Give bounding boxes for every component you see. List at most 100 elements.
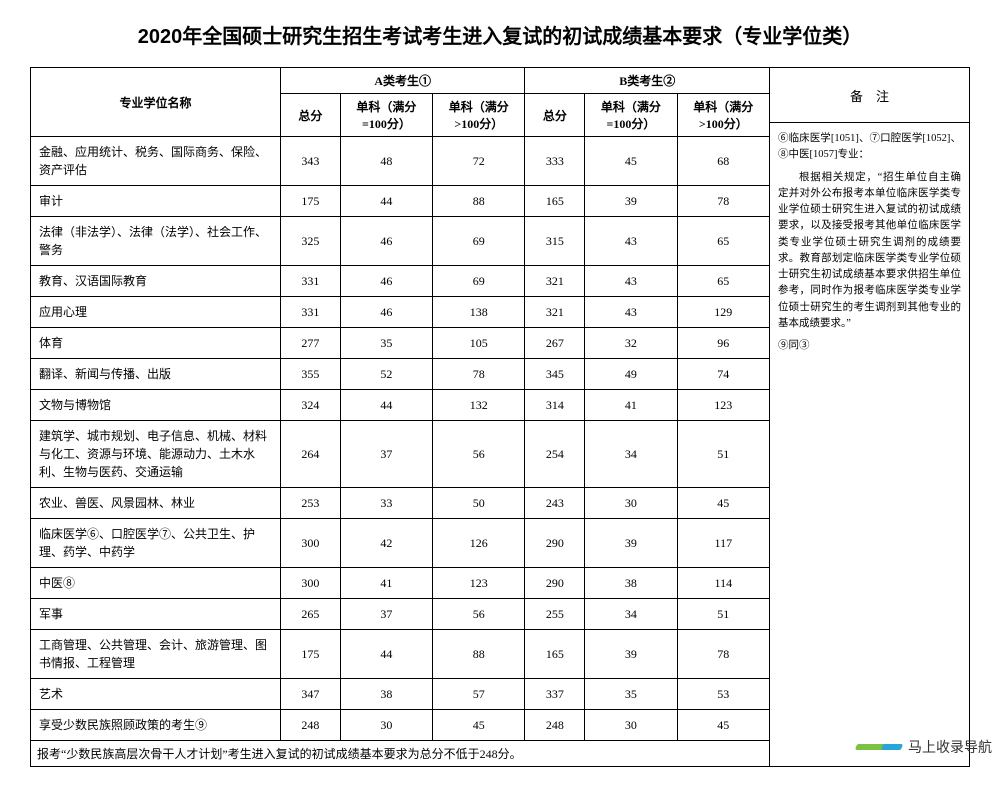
cell-b-total: 290 [525, 519, 585, 568]
cell-a-s1: 33 [340, 488, 432, 519]
content-wrap: 专业学位名称 A类考生① B类考生② 总分 单科（满分=100分） 单科（满分>… [30, 67, 970, 767]
cell-a-total: 347 [280, 679, 340, 710]
cell-a-s2: 72 [433, 137, 525, 186]
cell-b-total: 290 [525, 568, 585, 599]
cell-a-total: 175 [280, 630, 340, 679]
cell-a-s1: 41 [340, 568, 432, 599]
cell-a-s1: 46 [340, 217, 432, 266]
cell-a-total: 277 [280, 328, 340, 359]
cell-name: 军事 [31, 599, 281, 630]
cell-b-s1: 30 [585, 710, 677, 741]
cell-name: 农业、兽医、风景园林、林业 [31, 488, 281, 519]
cell-name: 教育、汉语国际教育 [31, 266, 281, 297]
col-header-a-s1: 单科（满分=100分） [340, 94, 432, 137]
cell-b-total: 165 [525, 630, 585, 679]
notes-text: 根据相关规定，“招生单位自主确定并对外公布报考本单位临床医学类专业学位硕士研究生… [778, 170, 961, 333]
cell-b-s1: 39 [585, 519, 677, 568]
cell-b-s1: 39 [585, 630, 677, 679]
notes-body: ⑥临床医学[1051]、⑦口腔医学[1052]、⑧中医[1057]专业： 根据相… [770, 123, 969, 368]
cell-b-total: 315 [525, 217, 585, 266]
cell-a-s2: 132 [433, 390, 525, 421]
table-row: 艺术34738573373553 [31, 679, 770, 710]
cell-b-s1: 43 [585, 217, 677, 266]
watermark: 马上收录导航 [856, 737, 992, 757]
cell-b-total: 337 [525, 679, 585, 710]
cell-b-total: 333 [525, 137, 585, 186]
cell-b-total: 254 [525, 421, 585, 488]
cell-b-s1: 43 [585, 266, 677, 297]
cell-name: 享受少数民族照顾政策的考生⑨ [31, 710, 281, 741]
cell-b-s2: 51 [677, 421, 769, 488]
cell-b-s1: 30 [585, 488, 677, 519]
cell-name: 金融、应用统计、税务、国际商务、保险、资产评估 [31, 137, 281, 186]
table-row: 建筑学、城市规划、电子信息、机械、材料与化工、资源与环境、能源动力、土木水利、生… [31, 421, 770, 488]
cell-b-s2: 78 [677, 186, 769, 217]
cell-b-s1: 38 [585, 568, 677, 599]
table-row: 翻译、新闻与传播、出版35552783454974 [31, 359, 770, 390]
cell-b-s1: 34 [585, 599, 677, 630]
col-header-a-total: 总分 [280, 94, 340, 137]
col-header-groupA: A类考生① [280, 68, 525, 94]
cell-b-s2: 65 [677, 217, 769, 266]
table-row: 法律（非法学）、法律（法学）、社会工作、警务32546693154365 [31, 217, 770, 266]
cell-a-total: 343 [280, 137, 340, 186]
cell-a-s1: 37 [340, 421, 432, 488]
cell-b-s1: 35 [585, 679, 677, 710]
cell-a-total: 175 [280, 186, 340, 217]
cell-a-s2: 69 [433, 266, 525, 297]
cell-b-total: 314 [525, 390, 585, 421]
cell-a-s1: 52 [340, 359, 432, 390]
cell-a-s2: 88 [433, 630, 525, 679]
cell-name: 法律（非法学）、法律（法学）、社会工作、警务 [31, 217, 281, 266]
cell-a-s1: 44 [340, 186, 432, 217]
cell-a-s2: 69 [433, 217, 525, 266]
score-table: 专业学位名称 A类考生① B类考生② 总分 单科（满分=100分） 单科（满分>… [30, 67, 770, 767]
cell-b-s1: 45 [585, 137, 677, 186]
cell-a-total: 355 [280, 359, 340, 390]
cell-name: 文物与博物馆 [31, 390, 281, 421]
table-footnote: 报考“少数民族高层次骨干人才计划”考生进入复试的初试成绩基本要求为总分不低于24… [31, 741, 770, 767]
cell-name: 应用心理 [31, 297, 281, 328]
cell-name: 艺术 [31, 679, 281, 710]
page-title: 2020年全国硕士研究生招生考试考生进入复试的初试成绩基本要求（专业学位类） [30, 20, 970, 49]
col-header-groupB: B类考生② [525, 68, 770, 94]
table-row: 中医⑧3004112329038114 [31, 568, 770, 599]
cell-a-s2: 138 [433, 297, 525, 328]
cell-b-s2: 96 [677, 328, 769, 359]
cell-a-s2: 57 [433, 679, 525, 710]
cell-a-s1: 44 [340, 630, 432, 679]
cell-a-s1: 42 [340, 519, 432, 568]
cell-a-s1: 38 [340, 679, 432, 710]
cell-b-total: 321 [525, 297, 585, 328]
cell-a-s1: 35 [340, 328, 432, 359]
cell-a-total: 248 [280, 710, 340, 741]
cell-a-total: 264 [280, 421, 340, 488]
cell-name: 审计 [31, 186, 281, 217]
cell-b-s2: 45 [677, 710, 769, 741]
cell-b-s1: 43 [585, 297, 677, 328]
cell-b-s2: 117 [677, 519, 769, 568]
cell-b-total: 165 [525, 186, 585, 217]
cell-a-s1: 30 [340, 710, 432, 741]
notes-line1: ⑥临床医学[1051]、⑦口腔医学[1052]、⑧中医[1057]专业： [778, 131, 961, 164]
table-row: 文物与博物馆3244413231441123 [31, 390, 770, 421]
cell-a-s1: 46 [340, 266, 432, 297]
cell-a-s1: 46 [340, 297, 432, 328]
cell-a-total: 324 [280, 390, 340, 421]
cell-a-total: 253 [280, 488, 340, 519]
table-row: 金融、应用统计、税务、国际商务、保险、资产评估34348723334568 [31, 137, 770, 186]
cell-a-total: 300 [280, 568, 340, 599]
cell-name: 翻译、新闻与传播、出版 [31, 359, 281, 390]
cell-a-s2: 126 [433, 519, 525, 568]
cell-a-s2: 56 [433, 421, 525, 488]
cell-b-s2: 123 [677, 390, 769, 421]
cell-b-total: 345 [525, 359, 585, 390]
cell-a-total: 265 [280, 599, 340, 630]
cell-b-s1: 41 [585, 390, 677, 421]
table-row: 体育277351052673296 [31, 328, 770, 359]
cell-b-s1: 32 [585, 328, 677, 359]
notes-header: 备 注 [770, 68, 969, 123]
cell-a-s2: 50 [433, 488, 525, 519]
cell-b-s2: 65 [677, 266, 769, 297]
table-row: 军事26537562553451 [31, 599, 770, 630]
